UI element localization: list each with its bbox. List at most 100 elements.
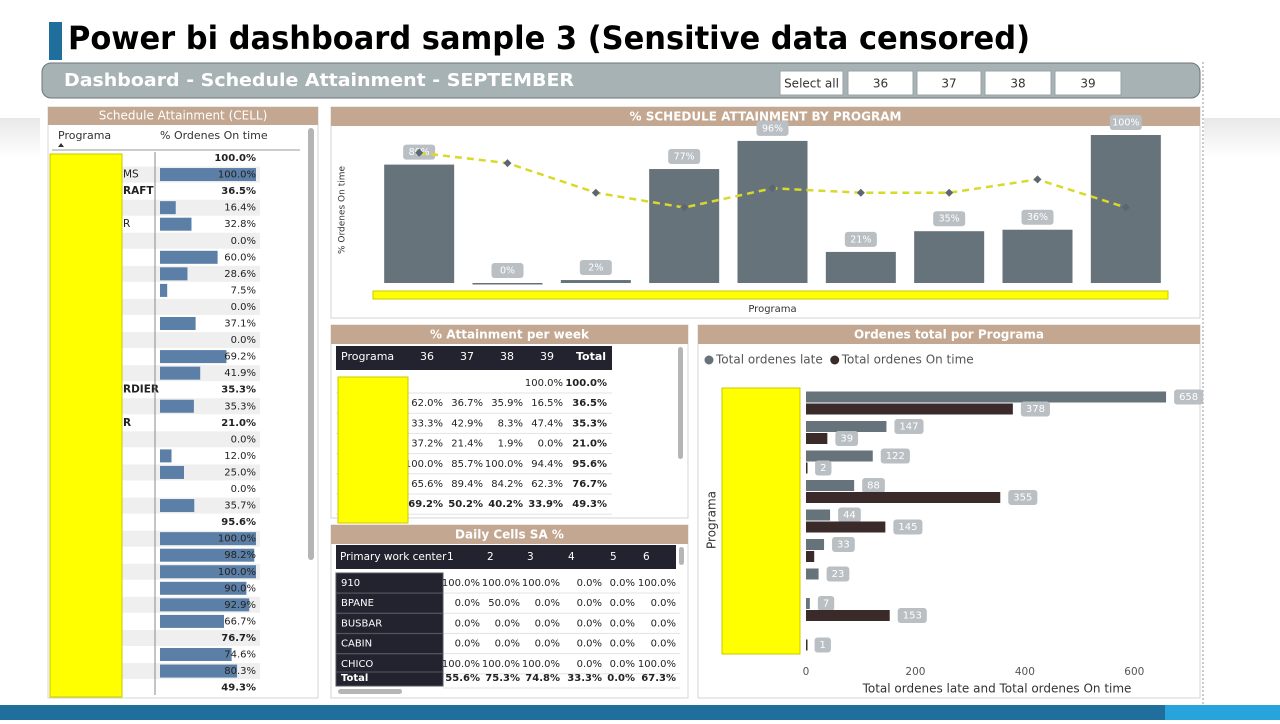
data-label-box — [893, 519, 923, 535]
row-bar — [160, 350, 227, 364]
cell: 0.0% — [577, 639, 602, 650]
panel-title: Schedule Attainment (CELL) — [99, 109, 268, 123]
cell: 100.0% — [565, 378, 607, 389]
row-label: R — [123, 417, 131, 429]
row-value: 69.2% — [224, 352, 256, 363]
row-bar — [160, 648, 232, 661]
cell: 0.0% — [651, 598, 676, 609]
panel-header — [331, 107, 1200, 126]
filter-button[interactable] — [847, 70, 914, 96]
bar — [806, 462, 808, 474]
data-label: 7 — [823, 599, 829, 610]
panel-title: Daily Cells SA % — [455, 528, 564, 542]
cell: 95.6% — [572, 459, 607, 470]
cell: 62.0% — [411, 398, 443, 409]
filter-button[interactable] — [984, 70, 1052, 96]
filter-button[interactable] — [779, 70, 844, 96]
row-value: 0.0% — [231, 302, 256, 313]
data-label-box — [668, 149, 701, 165]
data-label-box — [894, 419, 924, 434]
data-label-box — [817, 596, 835, 611]
cell: 84.2% — [491, 479, 523, 490]
row-value: 92.9% — [224, 600, 256, 611]
column-header: Programa — [341, 350, 394, 363]
row-value: 100.0% — [218, 567, 256, 578]
data-label: 355 — [1013, 493, 1032, 504]
row-label: R — [123, 218, 130, 230]
cell-table: Schedule Attainment (CELL) Programa % Orde… — [47, 106, 319, 699]
cell: 0.0% — [610, 578, 635, 589]
cell: 0.0% — [651, 618, 676, 629]
bar — [806, 509, 831, 521]
row-bar — [160, 217, 192, 231]
column-header: 2 — [487, 551, 494, 563]
row-header — [335, 671, 444, 687]
column-header: 1 — [447, 551, 454, 563]
filter-button[interactable] — [1054, 70, 1122, 96]
data-label: 145 — [898, 522, 917, 533]
data-label-box — [756, 120, 789, 136]
orders-chart: Ordenes total por Programa Total ordenes … — [697, 324, 1204, 699]
bar — [806, 610, 890, 621]
row-value: 37.1% — [224, 319, 256, 330]
cell: 0.0% — [455, 598, 480, 609]
row-bar — [160, 366, 201, 380]
scrollbar[interactable] — [338, 689, 402, 694]
data-label: 658 — [1179, 392, 1198, 403]
y-axis-title: % Ordenes On time — [338, 166, 348, 255]
cell: 0.0% — [610, 659, 635, 670]
data-label: 39 — [840, 434, 853, 445]
column-header: 37 — [460, 350, 474, 363]
row-value: 80.3% — [224, 666, 256, 677]
cell: 100.0% — [638, 659, 676, 670]
filter-label[interactable]: 38 — [1010, 77, 1025, 91]
filter-label[interactable]: Select all — [784, 77, 839, 91]
scrollbar[interactable] — [308, 128, 314, 560]
title-accent — [49, 22, 62, 60]
cell: 33.9% — [528, 499, 563, 510]
cell: 33.3% — [567, 673, 602, 684]
row-bar — [160, 399, 194, 413]
cell: 100.0% — [482, 578, 520, 589]
data-label: 1 — [820, 640, 826, 651]
cell: 62.3% — [531, 479, 563, 490]
row-label: 910 — [341, 578, 360, 589]
row-value: 74.6% — [224, 650, 256, 661]
row-bar — [160, 317, 196, 330]
bar — [914, 231, 985, 283]
row-value: 35.3% — [224, 401, 256, 412]
row-bar — [160, 283, 168, 297]
bar — [806, 450, 873, 462]
row-value: 41.9% — [224, 368, 256, 379]
row-bar — [160, 267, 188, 281]
row-value: 12.0% — [224, 451, 256, 462]
cell: 100.0% — [482, 659, 520, 670]
column-header: 36 — [420, 350, 434, 363]
x-axis-title: Programa — [748, 304, 796, 315]
cell: 0.0% — [610, 618, 635, 629]
row-value: 100.0% — [214, 153, 256, 164]
scrollbar[interactable] — [678, 347, 683, 459]
data-label-box — [814, 637, 831, 653]
filter-label[interactable]: 36 — [873, 77, 888, 91]
cell: 0.0% — [455, 639, 480, 650]
cell: 0.0% — [577, 618, 602, 629]
filter-label[interactable]: 37 — [941, 77, 956, 91]
cell: 35.9% — [491, 398, 523, 409]
column-header: 5 — [610, 551, 617, 563]
scrollbar[interactable] — [679, 547, 684, 565]
cell: 50.2% — [448, 499, 483, 510]
line-marker — [856, 188, 865, 197]
column-header: 3 — [527, 551, 534, 563]
row-value: 7.5% — [231, 285, 256, 296]
row-bar — [160, 532, 256, 546]
data-label-box — [897, 608, 927, 623]
cell: 55.6% — [445, 673, 480, 684]
censor-block — [337, 376, 409, 524]
filter-button[interactable] — [916, 70, 982, 96]
row-value: 90.0% — [224, 583, 256, 594]
bar — [806, 403, 1013, 415]
filter-label[interactable]: 39 — [1080, 77, 1095, 91]
line-marker — [591, 188, 600, 197]
cell: 33.3% — [411, 418, 443, 429]
